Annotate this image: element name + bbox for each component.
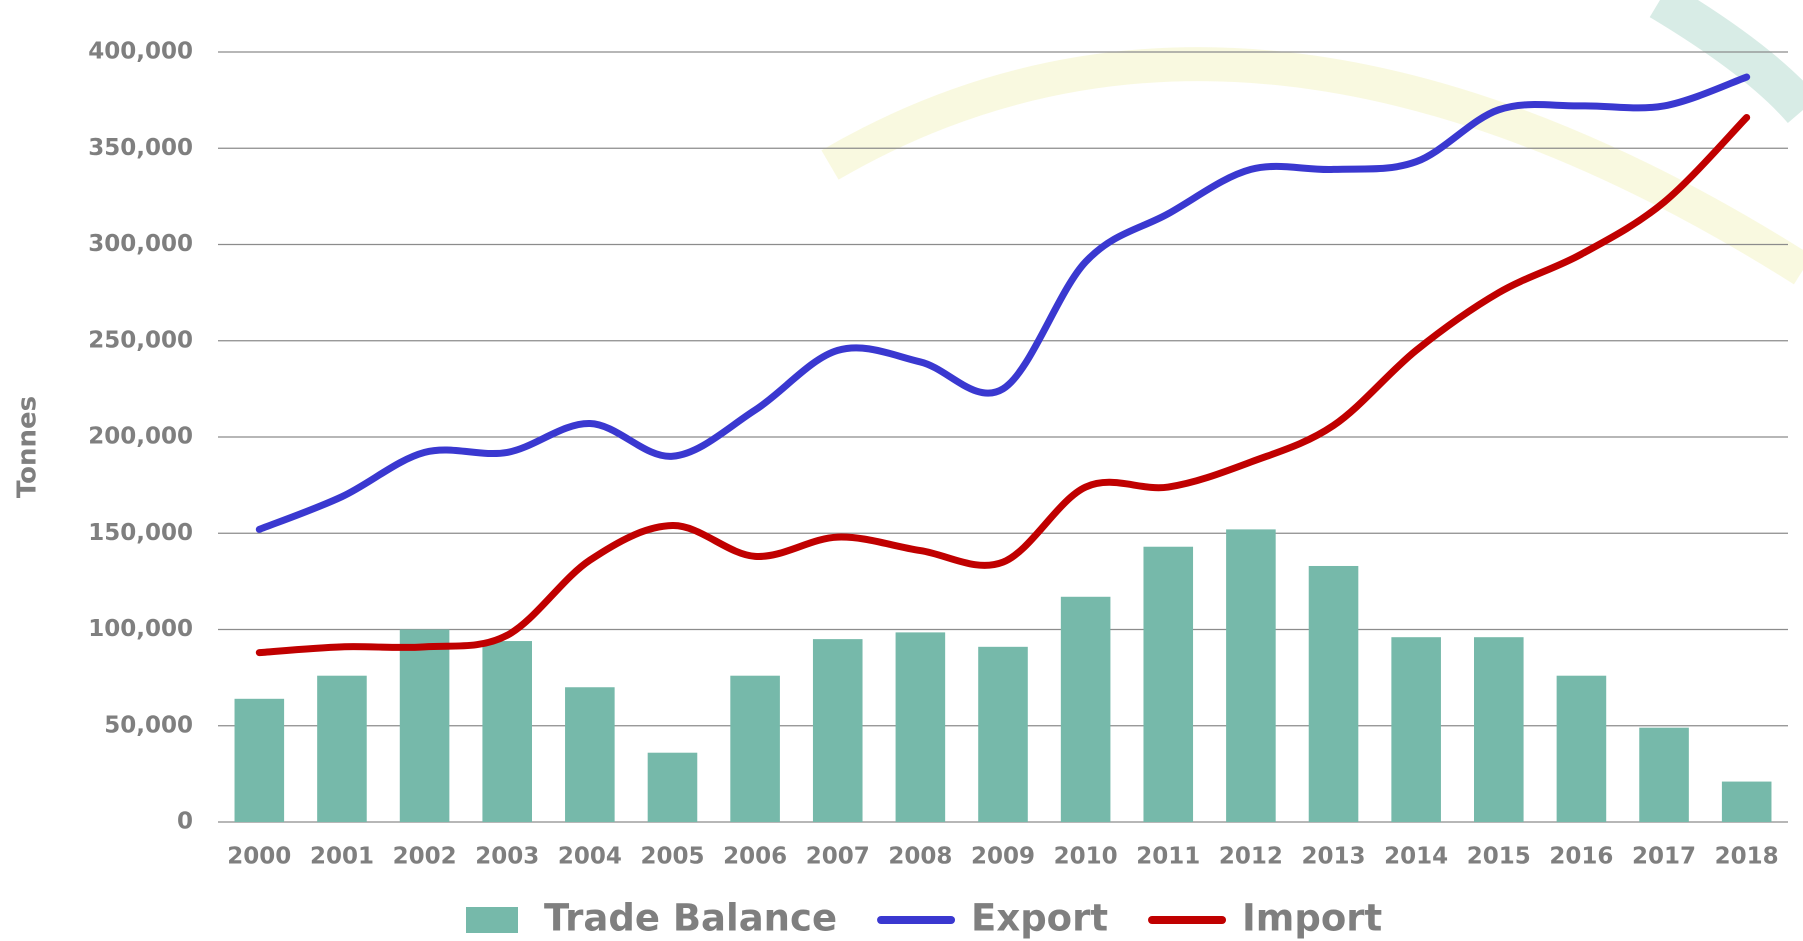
background-decoration bbox=[821, 0, 1803, 285]
x-tick-label: 2011 bbox=[1136, 844, 1200, 870]
x-tick-label: 2009 bbox=[971, 844, 1035, 870]
bar bbox=[1308, 565, 1359, 822]
x-tick-label: 2014 bbox=[1384, 844, 1448, 870]
bar bbox=[1639, 727, 1689, 822]
decor-arc bbox=[821, 47, 1803, 285]
x-tick-label: 2015 bbox=[1467, 844, 1531, 870]
bar bbox=[1721, 781, 1772, 822]
x-tick-label: 2004 bbox=[558, 844, 622, 870]
y-tick-label: 50,000 bbox=[104, 712, 193, 738]
bar bbox=[565, 687, 615, 822]
x-tick-label: 2006 bbox=[723, 844, 787, 870]
bar bbox=[1143, 546, 1194, 822]
x-tick-label: 2008 bbox=[888, 844, 952, 870]
legend-swatch bbox=[466, 907, 518, 933]
bar bbox=[978, 646, 1028, 822]
legend-label: Import bbox=[1242, 897, 1382, 940]
y-tick-label: 200,000 bbox=[88, 424, 193, 450]
bar bbox=[895, 632, 946, 822]
y-tick-label: 350,000 bbox=[88, 135, 193, 161]
x-tick-label: 2002 bbox=[393, 844, 457, 870]
x-tick-label: 2018 bbox=[1715, 844, 1779, 870]
y-tick-label: 250,000 bbox=[88, 327, 193, 353]
bar bbox=[730, 675, 780, 822]
x-tick-label: 2007 bbox=[806, 844, 870, 870]
x-tick-label: 2016 bbox=[1549, 844, 1613, 870]
y-tick-label: 0 bbox=[177, 809, 193, 835]
bar bbox=[1391, 637, 1441, 822]
x-tick-label: 2001 bbox=[310, 844, 374, 870]
x-tick-label: 2012 bbox=[1219, 844, 1283, 870]
y-tick-label: 400,000 bbox=[88, 39, 193, 65]
bar bbox=[482, 641, 532, 822]
x-tick-label: 2003 bbox=[475, 844, 539, 870]
line-series bbox=[255, 73, 1751, 533]
bar bbox=[1226, 529, 1276, 822]
bar bbox=[399, 629, 450, 822]
bar bbox=[1060, 596, 1111, 822]
y-tick-label: 150,000 bbox=[88, 520, 193, 546]
decor-arc bbox=[1649, 0, 1803, 124]
bar bbox=[317, 675, 367, 822]
bar bbox=[1474, 637, 1524, 822]
bar bbox=[1556, 675, 1607, 822]
x-tick-label: 2005 bbox=[640, 844, 704, 870]
bar bbox=[647, 752, 698, 822]
y-tick-label: 100,000 bbox=[88, 616, 193, 642]
y-tick-label: 300,000 bbox=[88, 231, 193, 257]
legend-label: Export bbox=[971, 897, 1108, 940]
y-axis-title: Tonnes bbox=[13, 396, 43, 498]
line-series bbox=[255, 113, 1751, 657]
x-tick-label: 2000 bbox=[227, 844, 291, 870]
x-tick-label: 2017 bbox=[1632, 844, 1696, 870]
bar bbox=[812, 639, 863, 822]
legend-label: Trade Balance bbox=[544, 897, 837, 940]
legend: Trade Balance Export Import bbox=[466, 897, 1382, 940]
bar bbox=[234, 698, 285, 822]
x-tick-label: 2013 bbox=[1302, 844, 1366, 870]
x-tick-label: 2010 bbox=[1054, 844, 1118, 870]
